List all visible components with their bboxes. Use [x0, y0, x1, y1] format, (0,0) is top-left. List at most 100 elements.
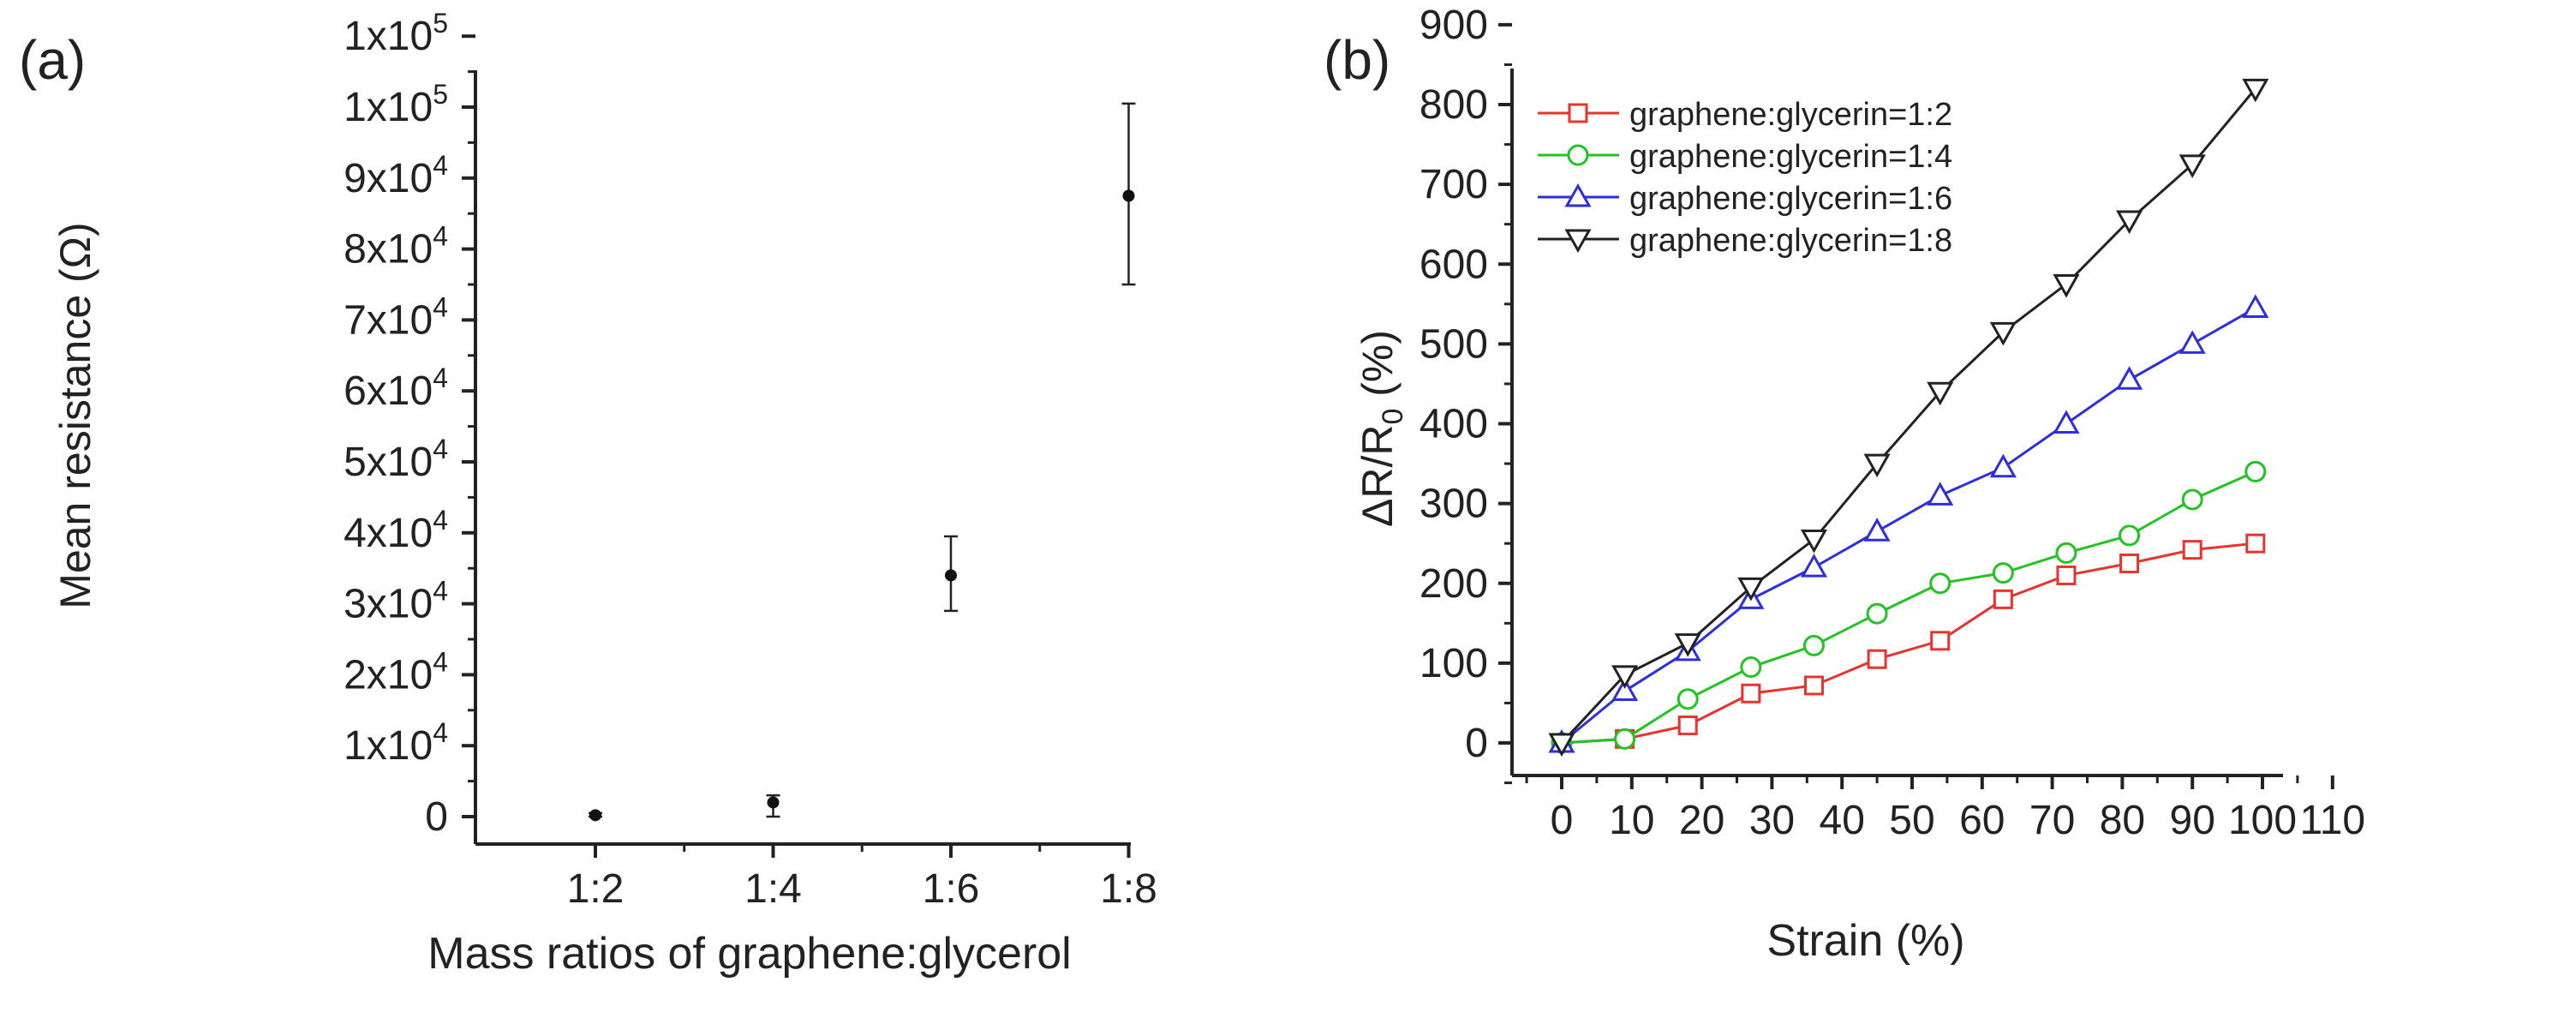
data-point	[945, 569, 957, 582]
y-tick-mantissa: 8x10	[344, 227, 433, 272]
data-point-triangle-down	[1737, 577, 1765, 602]
series-line	[1561, 470, 2256, 745]
y-tick-label: 1x105	[344, 8, 448, 59]
y-tick-label: 7x104	[344, 291, 448, 343]
y-tick-mantissa: 1x10	[344, 85, 433, 130]
x-tick-label: 60	[1959, 798, 2005, 843]
data-point-triangle-up	[1611, 677, 1639, 701]
legend-item: graphene:glycerin=1:2	[1538, 97, 1952, 133]
y-tick-exponent: 4	[433, 291, 448, 322]
y-tick-mantissa: 6x10	[344, 368, 433, 414]
y-tick-mantissa: 3x10	[344, 582, 433, 627]
panel-b-y-title-sub: 0	[1377, 409, 1409, 425]
panel-b-ticks	[1498, 22, 2334, 789]
data-point-triangle-down	[2179, 154, 2206, 178]
data-point-square	[1677, 716, 1698, 736]
data-point-circle	[1676, 688, 1699, 710]
y-tick-mantissa: 1x10	[344, 723, 433, 769]
data-point-triangle-down	[1548, 733, 1575, 758]
data-point-triangle-down	[1800, 530, 1828, 554]
data-point-square	[2245, 533, 2266, 554]
y-tick-label: 9x104	[344, 150, 448, 201]
data-point-triangle-up	[2242, 294, 2269, 318]
series-line	[1561, 307, 2256, 745]
data-point-square	[2119, 553, 2140, 573]
x-tick-label: 1:6	[923, 866, 980, 912]
data-point-triangle-up	[1989, 453, 2017, 478]
data-point-circle	[1740, 656, 1762, 679]
data-point	[767, 796, 780, 809]
y-tick-exponent: 4	[433, 150, 448, 181]
y-tick-mantissa: 9x10	[344, 156, 433, 201]
y-tick-exponent: 4	[433, 505, 448, 536]
y-tick-label: 1x105	[344, 79, 448, 130]
y-tick-exponent: 4	[433, 717, 448, 748]
y-tick-label: 600	[1419, 242, 1488, 287]
panel-b-y-axis-title: ΔR/R0 (%)	[1354, 330, 1409, 527]
x-tick-label: 0	[1551, 798, 1574, 843]
series-4	[1548, 78, 2269, 758]
y-tick-mantissa: 2x10	[344, 652, 433, 698]
panel-b-y-tick-labels: 0 100 200 300 400 500 600 700 800 900	[1419, 3, 1488, 766]
y-tick-exponent: 5	[433, 8, 448, 39]
data-point-triangle-down	[2116, 210, 2143, 235]
data-point-triangle-up	[1564, 183, 1592, 207]
y-tick-label: 100	[1419, 641, 1488, 686]
x-tick-label: 10	[1609, 798, 1654, 843]
data-point-triangle-up	[1800, 554, 1828, 578]
x-tick-label: 30	[1749, 798, 1795, 843]
panel-b-x-axis-title: Strain (%)	[1766, 916, 1964, 966]
x-tick-label: 1:8	[1100, 866, 1157, 912]
y-tick-exponent: 4	[433, 434, 448, 464]
x-tick-label: 1:2	[567, 866, 625, 912]
series-line	[1561, 542, 2256, 745]
y-tick-label: 6x104	[344, 362, 448, 414]
y-tick-label: 900	[1419, 3, 1488, 48]
data-point-circle	[1866, 602, 1888, 625]
data-point-square	[1803, 675, 1824, 696]
legend-label: graphene:glycerin=1:4	[1629, 139, 1952, 175]
data-point-circle	[1614, 728, 1636, 750]
data-point-triangle-down	[1611, 665, 1639, 689]
panel-a-y-axis-title: Mean resistance (Ω)	[51, 222, 99, 608]
data-point-triangle-down	[1989, 321, 2017, 346]
y-tick-label: 1x104	[344, 717, 448, 769]
y-tick-label: 200	[1419, 561, 1488, 607]
series-1	[1551, 533, 2266, 753]
x-tick-label: 100	[2228, 798, 2297, 843]
panel-a-frame	[474, 70, 1131, 846]
data-point	[589, 809, 601, 822]
y-tick-mantissa: 1x10	[344, 14, 433, 59]
x-tick-label: 110	[2300, 798, 2366, 843]
x-tick-label: 40	[1820, 798, 1865, 843]
data-point-circle	[1567, 144, 1589, 166]
legend-label: graphene:glycerin=1:6	[1629, 181, 1952, 217]
data-point-circle	[2244, 460, 2267, 482]
y-tick-label: 0	[1465, 721, 1488, 766]
panel-a: (a) 01x1042x1043x1044x1045x1046x1047x104…	[19, 8, 1157, 979]
data-point-circle	[2119, 524, 2141, 547]
y-tick-exponent: 4	[433, 576, 448, 607]
panel-b-label: (b)	[1324, 29, 1390, 91]
data-point-circle	[1992, 562, 2014, 584]
legend-item: graphene:glycerin=1:6	[1538, 181, 1952, 217]
data-point-square	[1930, 631, 1951, 651]
data-point-triangle-down	[1674, 633, 1701, 657]
panel-a-ticks	[462, 34, 1131, 858]
panel-a-x-axis-title: Mass ratios of graphene:glycerol	[427, 929, 1072, 979]
data-point	[1122, 189, 1135, 202]
y-tick-label: 300	[1419, 482, 1488, 527]
data-point-square	[2056, 565, 2077, 585]
y-tick-exponent: 4	[433, 362, 448, 393]
panel-b-series	[1548, 78, 2269, 758]
y-tick-label: 500	[1419, 321, 1488, 367]
y-tick-mantissa: 5x10	[344, 440, 433, 485]
y-tick-label: 800	[1419, 82, 1488, 128]
y-tick-mantissa: 4x10	[344, 511, 433, 556]
x-tick-label: 1:4	[744, 866, 802, 912]
data-point-triangle-up	[2053, 410, 2080, 434]
x-tick-label: 50	[1889, 798, 1934, 843]
data-point-triangle-up	[2116, 366, 2143, 390]
